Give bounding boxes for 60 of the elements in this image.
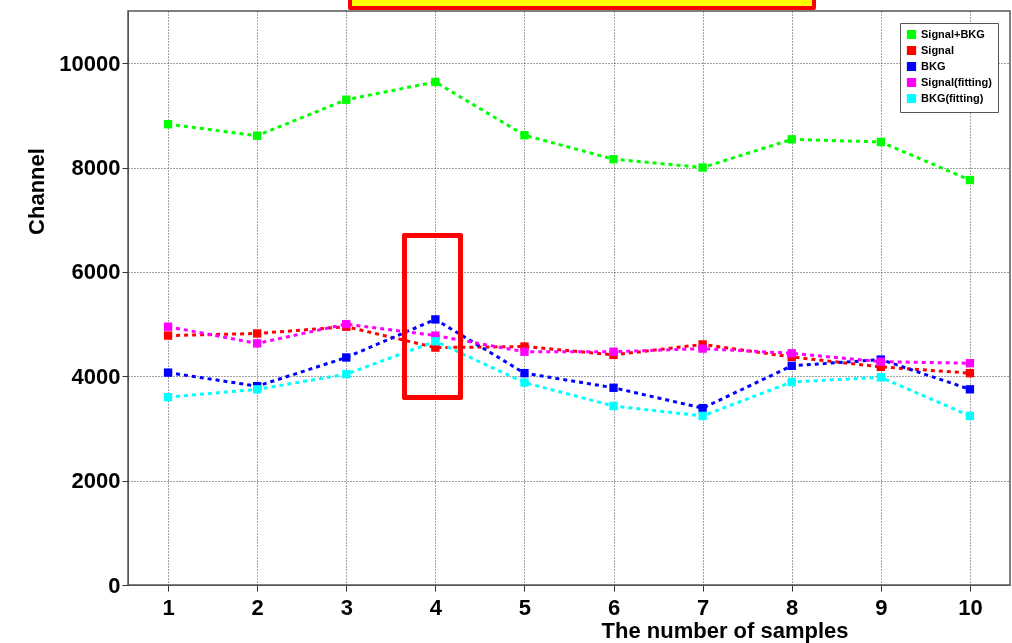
point bbox=[520, 378, 529, 387]
point bbox=[876, 373, 885, 382]
legend-label: BKG(fitting) bbox=[921, 91, 984, 104]
point bbox=[876, 137, 885, 147]
point bbox=[698, 403, 707, 413]
point bbox=[431, 337, 440, 346]
point bbox=[609, 383, 618, 392]
x-tick-label: 10 bbox=[958, 594, 983, 620]
point bbox=[520, 131, 529, 140]
x-tick-label: 9 bbox=[875, 594, 888, 620]
y-axis-title: Channel bbox=[24, 148, 50, 235]
x-tick-label: 4 bbox=[429, 594, 443, 620]
point bbox=[342, 353, 351, 362]
y-tick-label: 10000 bbox=[59, 50, 121, 76]
point bbox=[163, 368, 173, 377]
point bbox=[520, 347, 529, 356]
point bbox=[609, 155, 618, 164]
point bbox=[787, 135, 796, 144]
point bbox=[787, 349, 796, 358]
point bbox=[431, 315, 440, 324]
point bbox=[163, 120, 173, 129]
y-tick-label: 8000 bbox=[71, 155, 121, 181]
point bbox=[342, 95, 351, 104]
point bbox=[965, 175, 975, 185]
x-tick-label: 5 bbox=[518, 594, 532, 620]
point bbox=[698, 163, 707, 172]
y-tick-label: 0 bbox=[108, 572, 121, 598]
x-tick-label: 3 bbox=[340, 594, 353, 620]
point bbox=[431, 77, 440, 87]
point bbox=[253, 131, 262, 140]
point bbox=[609, 401, 618, 411]
x-tick-label: 7 bbox=[697, 594, 710, 620]
legend-label: BKG bbox=[921, 59, 946, 72]
legend-label: Signal(fitting) bbox=[921, 75, 993, 88]
legend-label: Signal+BKG bbox=[921, 27, 985, 40]
point bbox=[163, 322, 173, 331]
point bbox=[698, 411, 707, 421]
x-axis-title: The number of samples bbox=[601, 617, 849, 643]
point bbox=[609, 347, 618, 356]
point bbox=[163, 392, 173, 402]
point bbox=[253, 339, 262, 348]
point bbox=[787, 377, 796, 387]
x-tick-label: 2 bbox=[251, 594, 264, 620]
point bbox=[163, 331, 173, 340]
legend-label: Signal bbox=[921, 43, 955, 56]
point bbox=[965, 368, 975, 378]
y-tick-label: 6000 bbox=[71, 259, 121, 285]
x-tick-label: 8 bbox=[786, 594, 799, 620]
point bbox=[520, 368, 529, 378]
point bbox=[342, 370, 351, 379]
x-tick-label: 6 bbox=[607, 594, 621, 620]
point bbox=[787, 361, 796, 371]
point bbox=[698, 344, 707, 353]
point bbox=[965, 411, 975, 421]
point bbox=[965, 359, 975, 368]
x-tick-label: 1 bbox=[162, 594, 175, 620]
y-tick-label: 4000 bbox=[71, 363, 121, 389]
y-tick-label: 2000 bbox=[71, 468, 121, 494]
point bbox=[965, 385, 975, 394]
point bbox=[253, 329, 262, 338]
